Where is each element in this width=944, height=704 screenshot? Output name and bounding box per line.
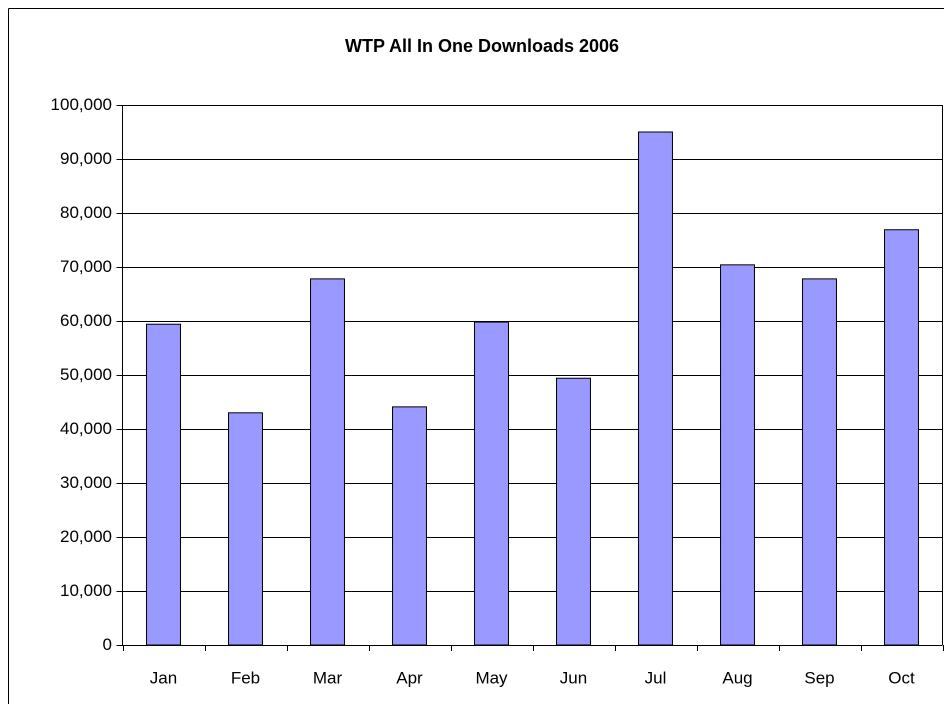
- y-tick-label: 40,000: [60, 419, 112, 438]
- y-tick-label: 100,000: [51, 95, 112, 114]
- bar: [638, 131, 673, 646]
- y-tick-label: 70,000: [60, 257, 112, 276]
- bar: [392, 406, 427, 646]
- y-tick-label: 0: [103, 635, 112, 654]
- x-tick-label: Jun: [560, 668, 587, 687]
- x-tick-label: Apr: [396, 668, 423, 687]
- x-tick-label: Sep: [804, 668, 834, 687]
- bar: [720, 264, 755, 646]
- x-tick-label: Jan: [150, 668, 177, 687]
- y-tick-label: 30,000: [60, 473, 112, 492]
- y-tick-label: 20,000: [60, 527, 112, 546]
- chart-title: WTP All In One Downloads 2006: [345, 36, 619, 56]
- x-tick-label: Feb: [231, 668, 260, 687]
- x-tick-label: Mar: [313, 668, 343, 687]
- y-tick-label: 90,000: [60, 149, 112, 168]
- y-tick-label: 50,000: [60, 365, 112, 384]
- bar: [556, 377, 591, 646]
- x-tick-label: Oct: [888, 668, 915, 687]
- x-tick-label: Aug: [722, 668, 752, 687]
- bar: [474, 321, 509, 646]
- y-tick-label: 60,000: [60, 311, 112, 330]
- y-tick-label: 80,000: [60, 203, 112, 222]
- bar: [228, 412, 263, 646]
- x-tick-label: May: [475, 668, 508, 687]
- x-tick-label: Jul: [645, 668, 667, 687]
- y-tick-label: 10,000: [60, 581, 112, 600]
- bar: [146, 323, 181, 646]
- bar: [884, 229, 919, 646]
- bar: [802, 278, 837, 646]
- bar: [310, 278, 345, 646]
